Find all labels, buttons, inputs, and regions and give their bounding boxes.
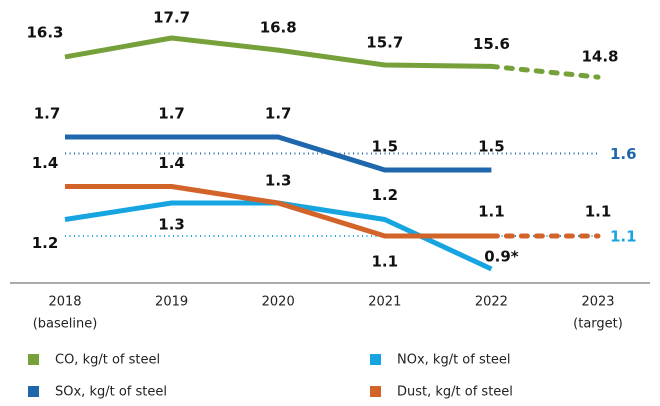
x-tick-label: 2022 — [475, 295, 508, 310]
x-tick-label: 2019 — [155, 295, 188, 310]
series-line — [64, 35, 492, 69]
data-label: 1.4 — [32, 154, 59, 172]
legend-label: CO, kg/t of steel — [55, 353, 160, 368]
target-label: 1.1 — [610, 228, 637, 246]
data-label: 16.8 — [260, 19, 297, 37]
legend-swatch — [370, 354, 381, 365]
data-label: 1.5 — [372, 138, 399, 156]
data-label: 1.2 — [32, 234, 59, 252]
data-label: 1.7 — [265, 105, 292, 123]
data-label: 14.8 — [581, 48, 618, 66]
x-tick-label: 2018 — [48, 295, 81, 310]
legend-swatch — [370, 386, 381, 397]
data-label: 1.2 — [372, 186, 399, 204]
series-line — [65, 134, 492, 173]
x-tick-label: 2020 — [262, 295, 295, 310]
data-label: 0.9* — [484, 248, 519, 266]
x-tick-note: (baseline) — [33, 317, 98, 332]
legend-swatch — [28, 386, 39, 397]
data-label: 1.1 — [585, 203, 612, 221]
projected-line — [488, 63, 601, 80]
x-tick-label: 2021 — [368, 295, 401, 310]
x-tick-label: 2023 — [581, 295, 614, 310]
data-label: 1.3 — [265, 172, 292, 190]
data-label: 1.7 — [34, 105, 61, 123]
data-label: 15.6 — [473, 35, 510, 53]
data-label: 16.3 — [26, 23, 63, 41]
data-label: 1.3 — [158, 216, 185, 234]
data-label: 1.5 — [478, 138, 505, 156]
legend-swatch — [28, 354, 39, 365]
data-label: 1.4 — [158, 154, 185, 172]
data-label: 1.7 — [158, 105, 185, 123]
legend-label: NOx, kg/t of steel — [397, 353, 510, 368]
legend-label: SOx, kg/t of steel — [55, 385, 167, 400]
data-label: 15.7 — [366, 34, 403, 52]
data-label: 17.7 — [153, 9, 190, 27]
data-label: 1.1 — [372, 253, 399, 271]
legend-label: Dust, kg/t of steel — [397, 385, 513, 400]
data-label: 1.1 — [478, 203, 505, 221]
series-line — [65, 184, 492, 239]
target-label: 1.6 — [610, 145, 637, 163]
x-tick-note: (target) — [573, 317, 623, 332]
